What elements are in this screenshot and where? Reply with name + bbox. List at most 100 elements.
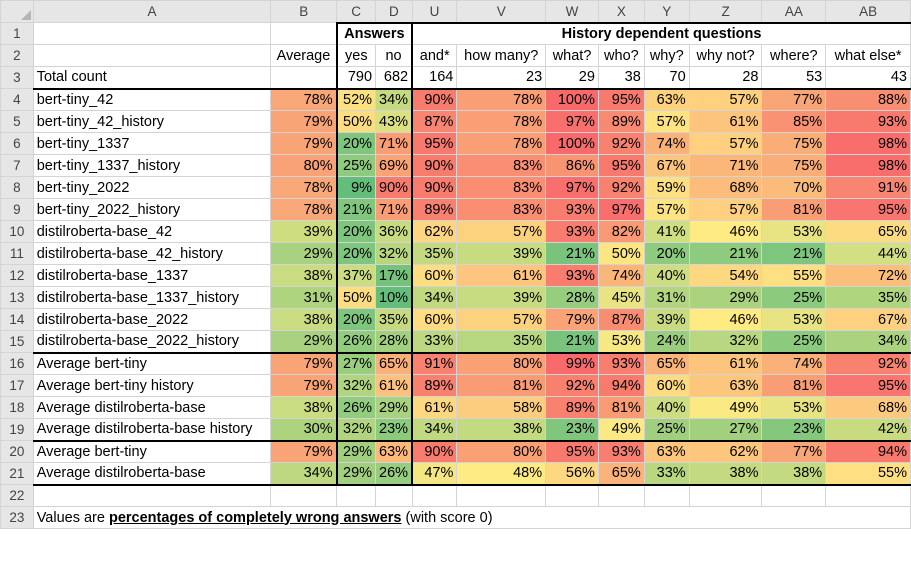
row-header-7[interactable]: 7 (0, 154, 34, 177)
empty-cell[interactable] (336, 484, 377, 507)
percent-cell[interactable]: 52% (335, 87, 377, 111)
percent-cell[interactable]: 26% (335, 396, 377, 419)
percent-cell[interactable]: 57% (688, 132, 763, 155)
percent-cell[interactable]: 21% (545, 242, 599, 265)
percent-cell[interactable]: 54% (688, 264, 763, 287)
column-header-z[interactable]: Z (688, 0, 763, 23)
percent-cell[interactable]: 21% (545, 330, 599, 354)
column-header-d[interactable]: D (375, 0, 413, 23)
percent-cell[interactable]: 58% (456, 396, 547, 419)
percent-cell[interactable]: 67% (643, 154, 690, 177)
percent-cell[interactable]: 25% (335, 154, 377, 177)
percent-cell[interactable]: 95% (597, 154, 645, 177)
percent-cell[interactable]: 57% (456, 220, 547, 243)
row-header-23[interactable]: 23 (0, 506, 34, 529)
percent-cell[interactable]: 32% (335, 418, 377, 442)
percent-cell[interactable]: 41% (643, 220, 690, 243)
percent-cell[interactable]: 79% (270, 110, 338, 133)
column-label[interactable]: no (375, 44, 413, 67)
count-value[interactable]: 53 (761, 66, 827, 89)
percent-cell[interactable]: 71% (375, 198, 413, 221)
percent-cell[interactable]: 94% (597, 374, 645, 397)
percent-cell[interactable]: 57% (456, 308, 547, 331)
empty-cell[interactable] (597, 484, 645, 507)
percent-cell[interactable]: 78% (456, 110, 547, 133)
percent-cell[interactable]: 100% (545, 132, 599, 155)
percent-cell[interactable]: 56% (545, 462, 599, 486)
percent-cell[interactable]: 50% (335, 110, 377, 133)
row-label[interactable]: bert-tiny_42_history (32, 110, 272, 133)
percent-cell[interactable]: 61% (411, 396, 458, 419)
percent-cell[interactable]: 25% (761, 286, 827, 309)
percent-cell[interactable]: 57% (643, 110, 690, 133)
percent-cell[interactable]: 32% (335, 374, 377, 397)
column-label[interactable]: and* (411, 44, 458, 67)
percent-cell[interactable]: 39% (456, 242, 547, 265)
percent-cell[interactable]: 20% (335, 132, 377, 155)
percent-cell[interactable]: 50% (597, 242, 645, 265)
row-header-3[interactable]: 3 (0, 66, 34, 89)
percent-cell[interactable]: 38% (456, 418, 547, 442)
empty-cell[interactable] (545, 484, 599, 507)
row-header-21[interactable]: 21 (0, 462, 34, 485)
empty-cell[interactable] (456, 484, 547, 507)
column-label[interactable]: yes (335, 44, 377, 67)
empty-cell[interactable] (688, 484, 763, 507)
percent-cell[interactable]: 78% (270, 198, 338, 221)
row-header-6[interactable]: 6 (0, 132, 34, 155)
percent-cell[interactable]: 67% (825, 308, 911, 331)
percent-cell[interactable]: 81% (597, 396, 645, 419)
row-label[interactable]: Average distilroberta-base (32, 396, 272, 419)
percent-cell[interactable]: 95% (545, 439, 599, 463)
percent-cell[interactable]: 65% (597, 462, 645, 486)
row-header-10[interactable]: 10 (0, 220, 34, 243)
percent-cell[interactable]: 34% (270, 462, 338, 486)
percent-cell[interactable]: 34% (825, 330, 911, 354)
percent-cell[interactable]: 70% (761, 176, 827, 199)
percent-cell[interactable]: 50% (335, 286, 377, 309)
percent-cell[interactable]: 79% (270, 374, 338, 397)
percent-cell[interactable]: 71% (688, 154, 763, 177)
percent-cell[interactable]: 86% (545, 154, 599, 177)
percent-cell[interactable]: 68% (688, 176, 763, 199)
percent-cell[interactable]: 78% (456, 87, 547, 111)
percent-cell[interactable]: 63% (688, 374, 763, 397)
column-header-c[interactable]: C (336, 0, 377, 23)
percent-cell[interactable]: 27% (688, 418, 763, 442)
percent-cell[interactable]: 92% (825, 351, 911, 375)
percent-cell[interactable]: 71% (375, 132, 413, 155)
percent-cell[interactable]: 91% (411, 351, 458, 375)
percent-cell[interactable]: 36% (375, 220, 413, 243)
cell-a1[interactable] (32, 22, 272, 45)
empty-cell[interactable] (825, 484, 911, 507)
row-label[interactable]: bert-tiny_1337 (32, 132, 272, 155)
row-header-12[interactable]: 12 (0, 264, 34, 287)
row-label[interactable]: Average distilroberta-base (32, 462, 272, 486)
percent-cell[interactable]: 98% (825, 132, 911, 155)
percent-cell[interactable]: 65% (375, 351, 413, 375)
row-header-13[interactable]: 13 (0, 286, 34, 309)
row-label[interactable]: distilroberta-base_2022 (32, 308, 272, 331)
percent-cell[interactable]: 74% (643, 132, 690, 155)
percent-cell[interactable]: 53% (761, 308, 827, 331)
row-label[interactable]: Average bert-tiny (32, 351, 272, 375)
percent-cell[interactable]: 59% (643, 176, 690, 199)
percent-cell[interactable]: 61% (688, 110, 763, 133)
percent-cell[interactable]: 75% (761, 154, 827, 177)
row-label[interactable]: distilroberta-base_42_history (32, 242, 272, 265)
row-header-17[interactable]: 17 (0, 374, 34, 397)
percent-cell[interactable]: 61% (456, 264, 547, 287)
percent-cell[interactable]: 97% (545, 110, 599, 133)
percent-cell[interactable]: 95% (825, 374, 911, 397)
percent-cell[interactable]: 21% (761, 242, 827, 265)
percent-cell[interactable]: 65% (825, 220, 911, 243)
percent-cell[interactable]: 40% (643, 396, 690, 419)
row-label[interactable]: bert-tiny_42 (32, 87, 272, 111)
percent-cell[interactable]: 63% (375, 439, 413, 463)
row-label[interactable]: bert-tiny_1337_history (32, 154, 272, 177)
percent-cell[interactable]: 53% (597, 330, 645, 354)
percent-cell[interactable]: 38% (270, 308, 338, 331)
percent-cell[interactable]: 99% (545, 351, 599, 375)
count-value[interactable]: 164 (411, 66, 458, 89)
percent-cell[interactable]: 10% (375, 286, 413, 309)
